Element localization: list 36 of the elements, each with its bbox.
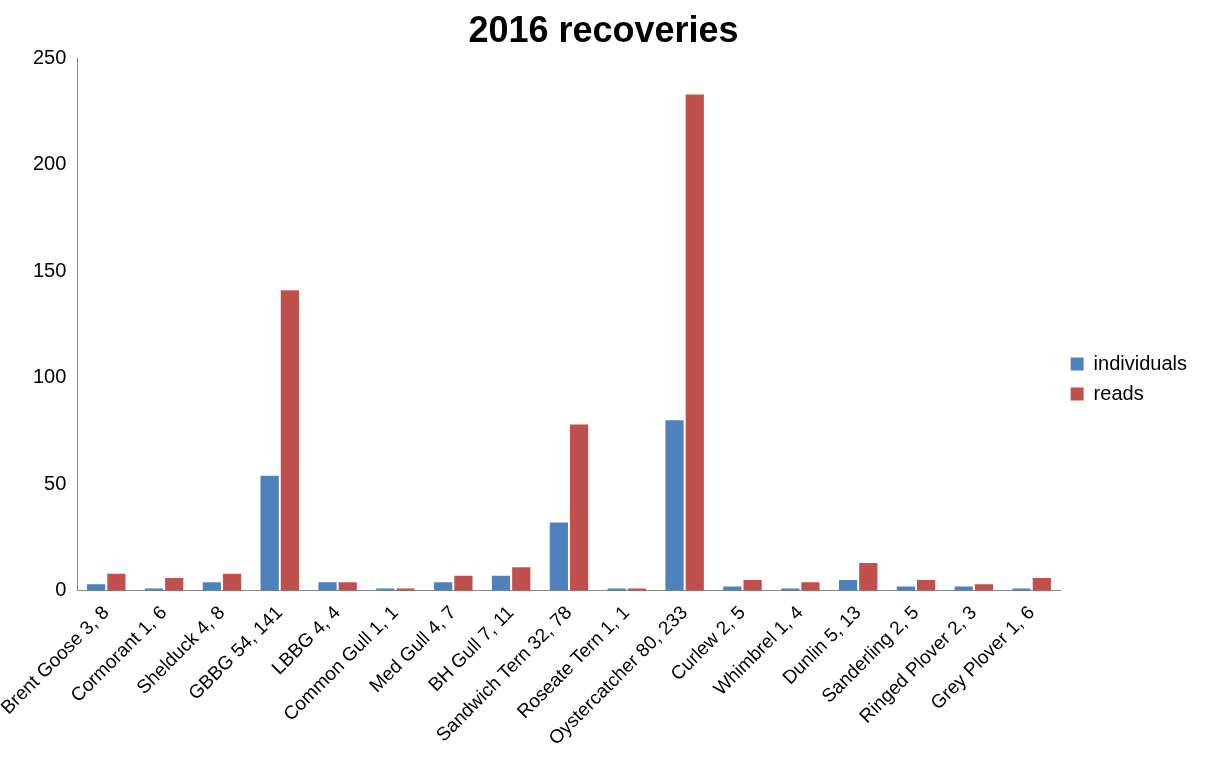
legend-label: individuals	[1093, 351, 1187, 374]
bar	[569, 424, 589, 591]
legend-label: reads	[1093, 381, 1144, 404]
bar	[202, 582, 221, 591]
y-tick-label: 250	[32, 45, 67, 68]
bar	[512, 567, 531, 591]
bar	[974, 584, 994, 591]
bar	[165, 577, 184, 591]
y-tick-label: 0	[55, 578, 67, 601]
bar	[685, 94, 704, 591]
bar	[318, 582, 337, 591]
y-tick-label: 150	[32, 258, 67, 281]
bar	[954, 586, 973, 591]
bar	[491, 575, 511, 591]
bar	[260, 475, 279, 591]
bar	[280, 290, 300, 591]
bar	[107, 573, 126, 591]
bar	[838, 580, 858, 591]
bar	[859, 563, 878, 591]
bar	[549, 522, 568, 591]
bar	[917, 580, 936, 591]
y-tick-label: 50	[44, 471, 67, 494]
bar	[87, 584, 106, 591]
bar	[801, 582, 820, 591]
chart-title: 2016 recoveries	[468, 8, 739, 50]
bar	[723, 586, 742, 591]
y-tick-label: 100	[32, 365, 67, 388]
bar	[743, 580, 762, 591]
bar	[222, 573, 242, 591]
bar	[665, 420, 684, 591]
bar	[434, 582, 453, 591]
bar	[896, 586, 915, 591]
bar	[338, 582, 357, 591]
y-tick-label: 200	[32, 152, 67, 175]
bar	[1032, 577, 1051, 591]
bar	[454, 575, 473, 591]
